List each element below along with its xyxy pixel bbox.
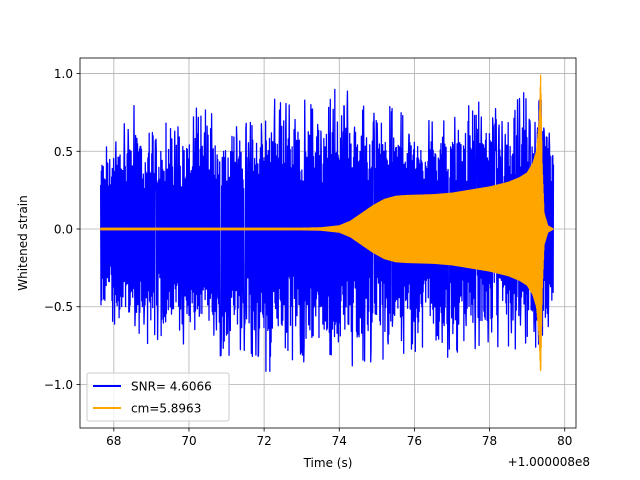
x-tick-label: 78 [482, 434, 497, 448]
x-tick-label: 72 [256, 434, 271, 448]
y-tick-label: 1.0 [54, 67, 73, 81]
legend-box [86, 372, 230, 422]
x-axis-offset-label: +1.000008e8 [508, 455, 590, 469]
y-tick-label: 0.5 [54, 145, 73, 159]
y-tick-label: −0.5 [44, 300, 73, 314]
y-tick-label: 0.0 [54, 223, 73, 237]
axes-frame [79, 57, 577, 429]
plot-data [100, 74, 555, 372]
x-tick-label: 80 [557, 434, 572, 448]
y-tick-label: −1.0 [44, 378, 73, 392]
legend-label-snr: SNR= 4.6066 [131, 380, 212, 394]
x-tick-label: 74 [332, 434, 347, 448]
series-line-cm [100, 74, 554, 372]
x-axis-label: Time (s) [303, 456, 353, 470]
x-tick-label: 76 [407, 434, 422, 448]
legend-label-cm: cm=5.8963 [131, 402, 201, 416]
x-tick-label: 68 [106, 434, 121, 448]
y-axis-label: Whitened strain [16, 195, 30, 291]
legend: SNR= 4.6066 cm=5.8963 [86, 372, 230, 422]
x-tick-label: 70 [181, 434, 196, 448]
axis-ticks: 68 70 72 74 76 78 80 −1.0 −0.5 0.0 0.5 1.0 [44, 67, 573, 448]
